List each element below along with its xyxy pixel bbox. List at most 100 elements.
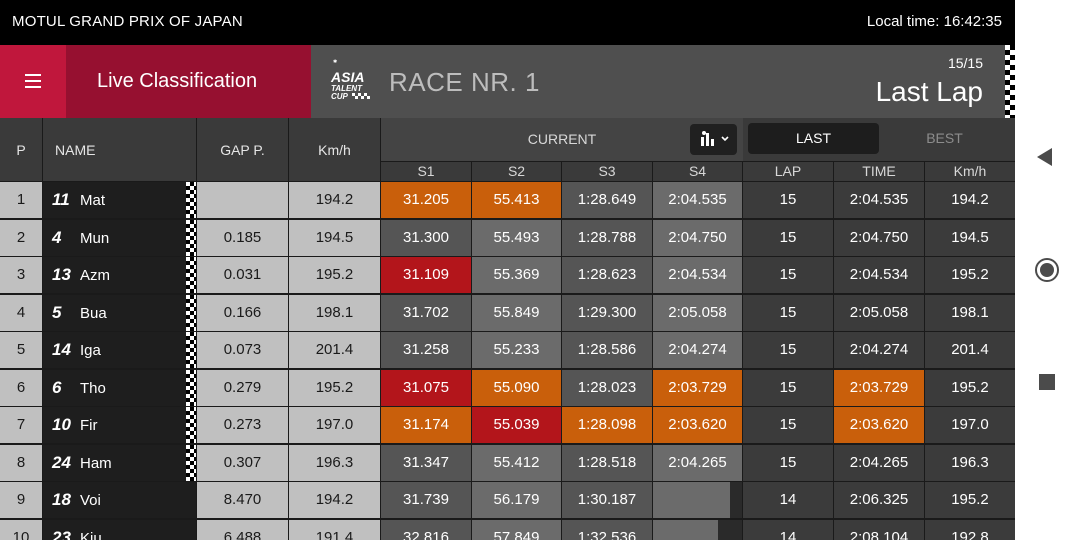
cell-gap: 0.031: [197, 257, 288, 293]
table-row[interactable]: 4 0.166 198.1 31.702 55.849 1:29.300 2:05.058 1…: [0, 294, 1015, 333]
cell-s3: 1:29.300: [562, 294, 652, 331]
table-row[interactable]: 10 6.488 191.4 32.816 57.849 1:32.536 14 2:08.1…: [0, 519, 1015, 540]
back-icon[interactable]: [1037, 148, 1052, 166]
rider-number: 6: [52, 377, 62, 397]
rider-name-cell[interactable]: 5 Bua: [43, 294, 196, 331]
cell-gap: 0.273: [197, 407, 288, 443]
table-row[interactable]: 9 8.470 194.2 31.739 56.179 1:30.187 14 2:06.32…: [0, 482, 1015, 520]
cell-s3: 1:32.536: [562, 519, 652, 540]
rider-name-cell[interactable]: 4 Mun: [43, 219, 196, 256]
cell-pos: 6: [0, 369, 42, 406]
cell-kmh: 198.1: [289, 294, 380, 331]
cell-s4: 2:03.620: [653, 407, 742, 443]
cell-s3: 1:28.023: [562, 369, 652, 406]
app-screen: MOTUL GRAND PRIX OF JAPAN Local time: 16…: [0, 0, 1015, 540]
cell-gap: 0.073: [197, 332, 288, 368]
chart-options-button[interactable]: [690, 124, 737, 155]
rider-name-cell[interactable]: 14 Iga: [43, 332, 196, 368]
rider-number: 14: [52, 340, 71, 359]
rider-name: Voi: [80, 492, 101, 509]
rider-name: Tho: [80, 379, 106, 397]
lap-counter: 15/15: [947, 55, 983, 71]
col-speed: Km/h: [289, 118, 380, 181]
rider-name: Bua: [80, 304, 107, 322]
cell-time: 2:04.274: [834, 332, 924, 368]
cell-lkmh: 196.3: [925, 444, 1015, 481]
section-title: Live Classification: [66, 45, 311, 118]
col-s2: S2: [472, 162, 561, 181]
rider-name-cell[interactable]: 13 Azm: [43, 257, 196, 293]
table-row[interactable]: 1 194.2 31.205 55.413 1:28.649 2:04.535 15 2:04…: [0, 182, 1015, 220]
cell-s2: 57.849: [472, 519, 561, 540]
rider-name: Ham: [80, 454, 112, 472]
rider-number: 4: [52, 227, 62, 247]
cell-lap: 14: [743, 519, 833, 540]
cell-s1: 31.174: [381, 407, 471, 443]
cell-s3: 1:28.649: [562, 182, 652, 218]
rider-name-cell[interactable]: 18 Voi: [43, 482, 196, 518]
cell-pos: 10: [0, 519, 42, 540]
cell-s2: 55.090: [472, 369, 561, 406]
rider-number: 5: [52, 302, 62, 322]
cell-kmh: 201.4: [289, 332, 380, 368]
rider-number: 10: [52, 415, 71, 434]
col-position: P: [0, 118, 42, 181]
cell-gap: 0.185: [197, 219, 288, 256]
cell-gap: [197, 182, 288, 218]
cell-s4: 2:03.729: [653, 369, 742, 406]
rider-name-cell[interactable]: 11 Mat: [43, 182, 196, 218]
cell-s4: [653, 482, 742, 518]
rider-name: Azm: [80, 267, 110, 284]
cell-time: 2:04.265: [834, 444, 924, 481]
rider-name-cell[interactable]: 6 Tho: [43, 369, 196, 406]
cell-kmh: 194.5: [289, 219, 380, 256]
cell-gap: 0.279: [197, 369, 288, 406]
cell-lkmh: 198.1: [925, 294, 1015, 331]
sector-progress-bar: [653, 519, 718, 540]
col-s3: S3: [562, 162, 652, 181]
cell-s1: 31.347: [381, 444, 471, 481]
rider-number: 11: [52, 190, 70, 209]
android-nav-bar: [1015, 0, 1080, 540]
asia-talent-cup-logo: ✱ ASIA TALENT CUP: [330, 59, 370, 101]
rider-name-cell[interactable]: 23 Kiu: [43, 519, 196, 540]
cell-pos: 1: [0, 182, 42, 218]
cell-pos: 2: [0, 219, 42, 256]
col-lap: LAP: [743, 162, 833, 181]
cell-s1: 31.739: [381, 482, 471, 518]
cell-lap: 15: [743, 407, 833, 443]
home-icon[interactable]: [1035, 258, 1059, 282]
table-row[interactable]: 3 0.031 195.2 31.109 55.369 1:28.623 2:04.534 1…: [0, 257, 1015, 295]
table-row[interactable]: 7 0.273 197.0 31.174 55.039 1:28.098 2:03.620 1…: [0, 407, 1015, 445]
cell-lap: 15: [743, 294, 833, 331]
finish-flag-icon: [186, 257, 196, 293]
local-time: Local time: 16:42:35: [866, 13, 1002, 30]
cell-s2: 55.413: [472, 182, 561, 218]
cell-s3: 1:28.518: [562, 444, 652, 481]
cell-s2: 56.179: [472, 482, 561, 518]
table-row[interactable]: 6 0.279 195.2 31.075 55.090 1:28.023 2:03.729 1…: [0, 369, 1015, 408]
table-row[interactable]: 2 0.185 194.5 31.300 55.493 1:28.788 2:04.750 1…: [0, 219, 1015, 258]
rider-name: Mun: [80, 229, 110, 247]
rider-name-cell[interactable]: 24 Ham: [43, 444, 196, 481]
svg-text:CUP: CUP: [331, 92, 349, 101]
cell-kmh: 195.2: [289, 369, 380, 406]
table-row[interactable]: 8 0.307 196.3 31.347 55.412 1:28.518 2:04.265 1…: [0, 444, 1015, 483]
cell-s4: [653, 519, 742, 540]
finish-flag-icon: [186, 407, 196, 443]
recent-apps-icon[interactable]: [1039, 374, 1055, 390]
rider-name: Kiu: [80, 529, 102, 540]
tab-best[interactable]: BEST: [926, 130, 963, 146]
svg-text:✱: ✱: [333, 59, 337, 65]
cell-s3: 1:30.187: [562, 482, 652, 518]
menu-button[interactable]: [0, 45, 66, 118]
cell-s4: 2:04.534: [653, 257, 742, 293]
cell-gap: 0.307: [197, 444, 288, 481]
cell-time: 2:04.535: [834, 182, 924, 218]
tab-last[interactable]: LAST: [748, 123, 879, 154]
cell-lap: 15: [743, 219, 833, 256]
table-row[interactable]: 5 0.073 201.4 31.258 55.233 1:28.586 2:04.274 1…: [0, 332, 1015, 370]
rider-name-cell[interactable]: 10 Fir: [43, 407, 196, 443]
cell-kmh: 196.3: [289, 444, 380, 481]
svg-text:TALENT: TALENT: [331, 84, 363, 93]
